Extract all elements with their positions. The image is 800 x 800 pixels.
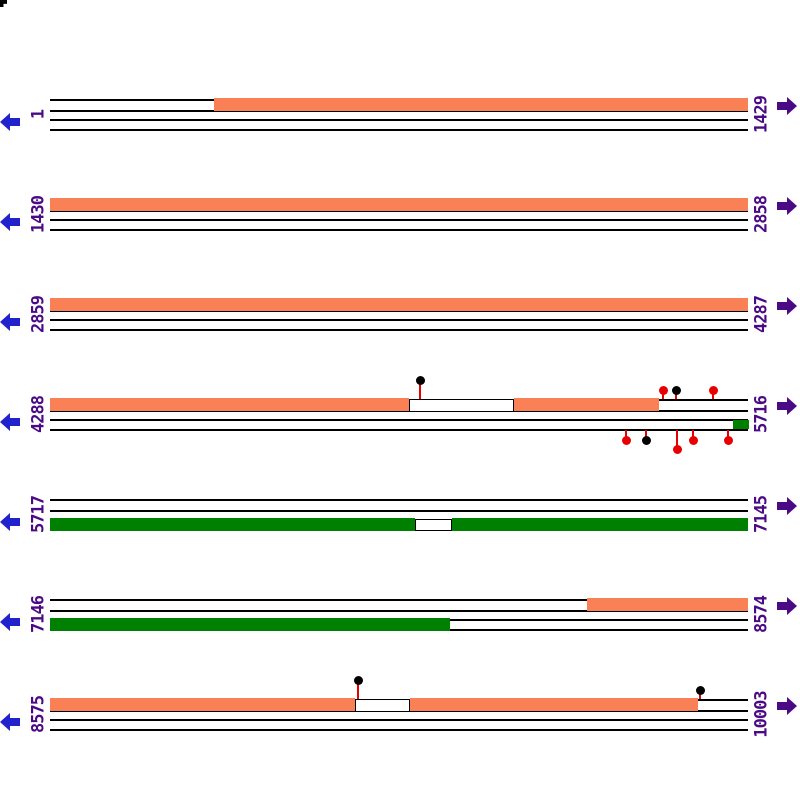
feature-bar[interactable] <box>514 398 659 411</box>
marker-stem <box>692 430 694 440</box>
marker-stem <box>419 380 421 399</box>
row-start-coordinate: 5717 <box>28 496 49 533</box>
intron-gap <box>409 399 514 412</box>
left-arrow-icon[interactable] <box>0 411 21 433</box>
feature-bar[interactable] <box>50 398 409 411</box>
right-arrow-icon[interactable] <box>777 95 798 117</box>
feature-bar[interactable] <box>50 618 450 631</box>
right-arrow-icon[interactable] <box>777 195 798 217</box>
right-arrow-icon[interactable] <box>777 395 798 417</box>
right-arrow-icon[interactable] <box>777 295 798 317</box>
row-start-coordinate: 1 <box>28 109 49 120</box>
marker-stem <box>676 430 678 449</box>
strand-line <box>50 610 748 612</box>
marker-dot[interactable] <box>696 686 705 695</box>
intron-gap <box>415 519 452 531</box>
strand-line <box>50 129 748 131</box>
row-start-coordinate: 7146 <box>28 596 49 633</box>
marker-stem <box>357 680 359 699</box>
row-start-coordinate: 1430 <box>28 196 49 233</box>
row-end-coordinate: 8574 <box>751 596 772 633</box>
marker-stem <box>727 430 729 440</box>
left-arrow-icon[interactable] <box>0 111 21 133</box>
left-arrow-icon[interactable] <box>0 711 21 733</box>
strand-line <box>50 719 748 721</box>
strand-line <box>50 329 748 331</box>
marker-dot[interactable] <box>673 445 682 454</box>
row-end-coordinate: 7145 <box>751 496 772 533</box>
feature-bar[interactable] <box>410 698 698 711</box>
left-arrow-icon[interactable] <box>0 611 21 633</box>
right-arrow-icon[interactable] <box>777 495 798 517</box>
strand-line <box>50 599 748 601</box>
feature-bar[interactable] <box>214 98 748 111</box>
marker-dot[interactable] <box>724 436 733 445</box>
strand-line <box>50 729 748 731</box>
feature-bar[interactable] <box>50 518 415 531</box>
left-arrow-icon[interactable] <box>0 211 21 233</box>
marker-dot[interactable] <box>709 386 718 395</box>
left-arrow-icon[interactable] <box>0 311 21 333</box>
strand-line <box>50 229 748 231</box>
row-end-coordinate: 5716 <box>751 396 772 433</box>
marker-stem <box>645 430 647 440</box>
row-end-coordinate: 4287 <box>751 296 772 333</box>
feature-bar[interactable] <box>50 298 748 311</box>
left-arrow-icon[interactable] <box>0 511 21 533</box>
marker-dot[interactable] <box>642 436 651 445</box>
strand-line <box>50 219 748 221</box>
feature-bar[interactable] <box>50 698 355 711</box>
feature-bar[interactable] <box>452 518 748 531</box>
corner-artifact <box>0 0 7 7</box>
feature-bar[interactable] <box>733 420 749 429</box>
marker-dot[interactable] <box>659 386 668 395</box>
row-start-coordinate: 8575 <box>28 696 49 733</box>
strand-line <box>50 319 748 321</box>
marker-dot[interactable] <box>622 436 631 445</box>
feature-bar[interactable] <box>50 198 748 211</box>
marker-stem <box>625 430 627 440</box>
marker-dot[interactable] <box>672 386 681 395</box>
strand-line <box>50 499 748 501</box>
strand-line <box>50 510 748 512</box>
marker-dot[interactable] <box>689 436 698 445</box>
intron-gap <box>355 699 410 712</box>
strand-line <box>50 119 748 121</box>
row-start-coordinate: 2859 <box>28 296 49 333</box>
row-end-coordinate: 1429 <box>751 96 772 133</box>
row-end-coordinate: 10003 <box>751 691 772 738</box>
right-arrow-icon[interactable] <box>777 595 798 617</box>
marker-dot[interactable] <box>416 376 425 385</box>
row-start-coordinate: 4288 <box>28 396 49 433</box>
strand-line <box>50 429 748 431</box>
marker-dot[interactable] <box>354 676 363 685</box>
strand-line <box>50 419 748 421</box>
row-end-coordinate: 2858 <box>751 196 772 233</box>
feature-bar[interactable] <box>587 598 748 611</box>
right-arrow-icon[interactable] <box>777 695 798 717</box>
